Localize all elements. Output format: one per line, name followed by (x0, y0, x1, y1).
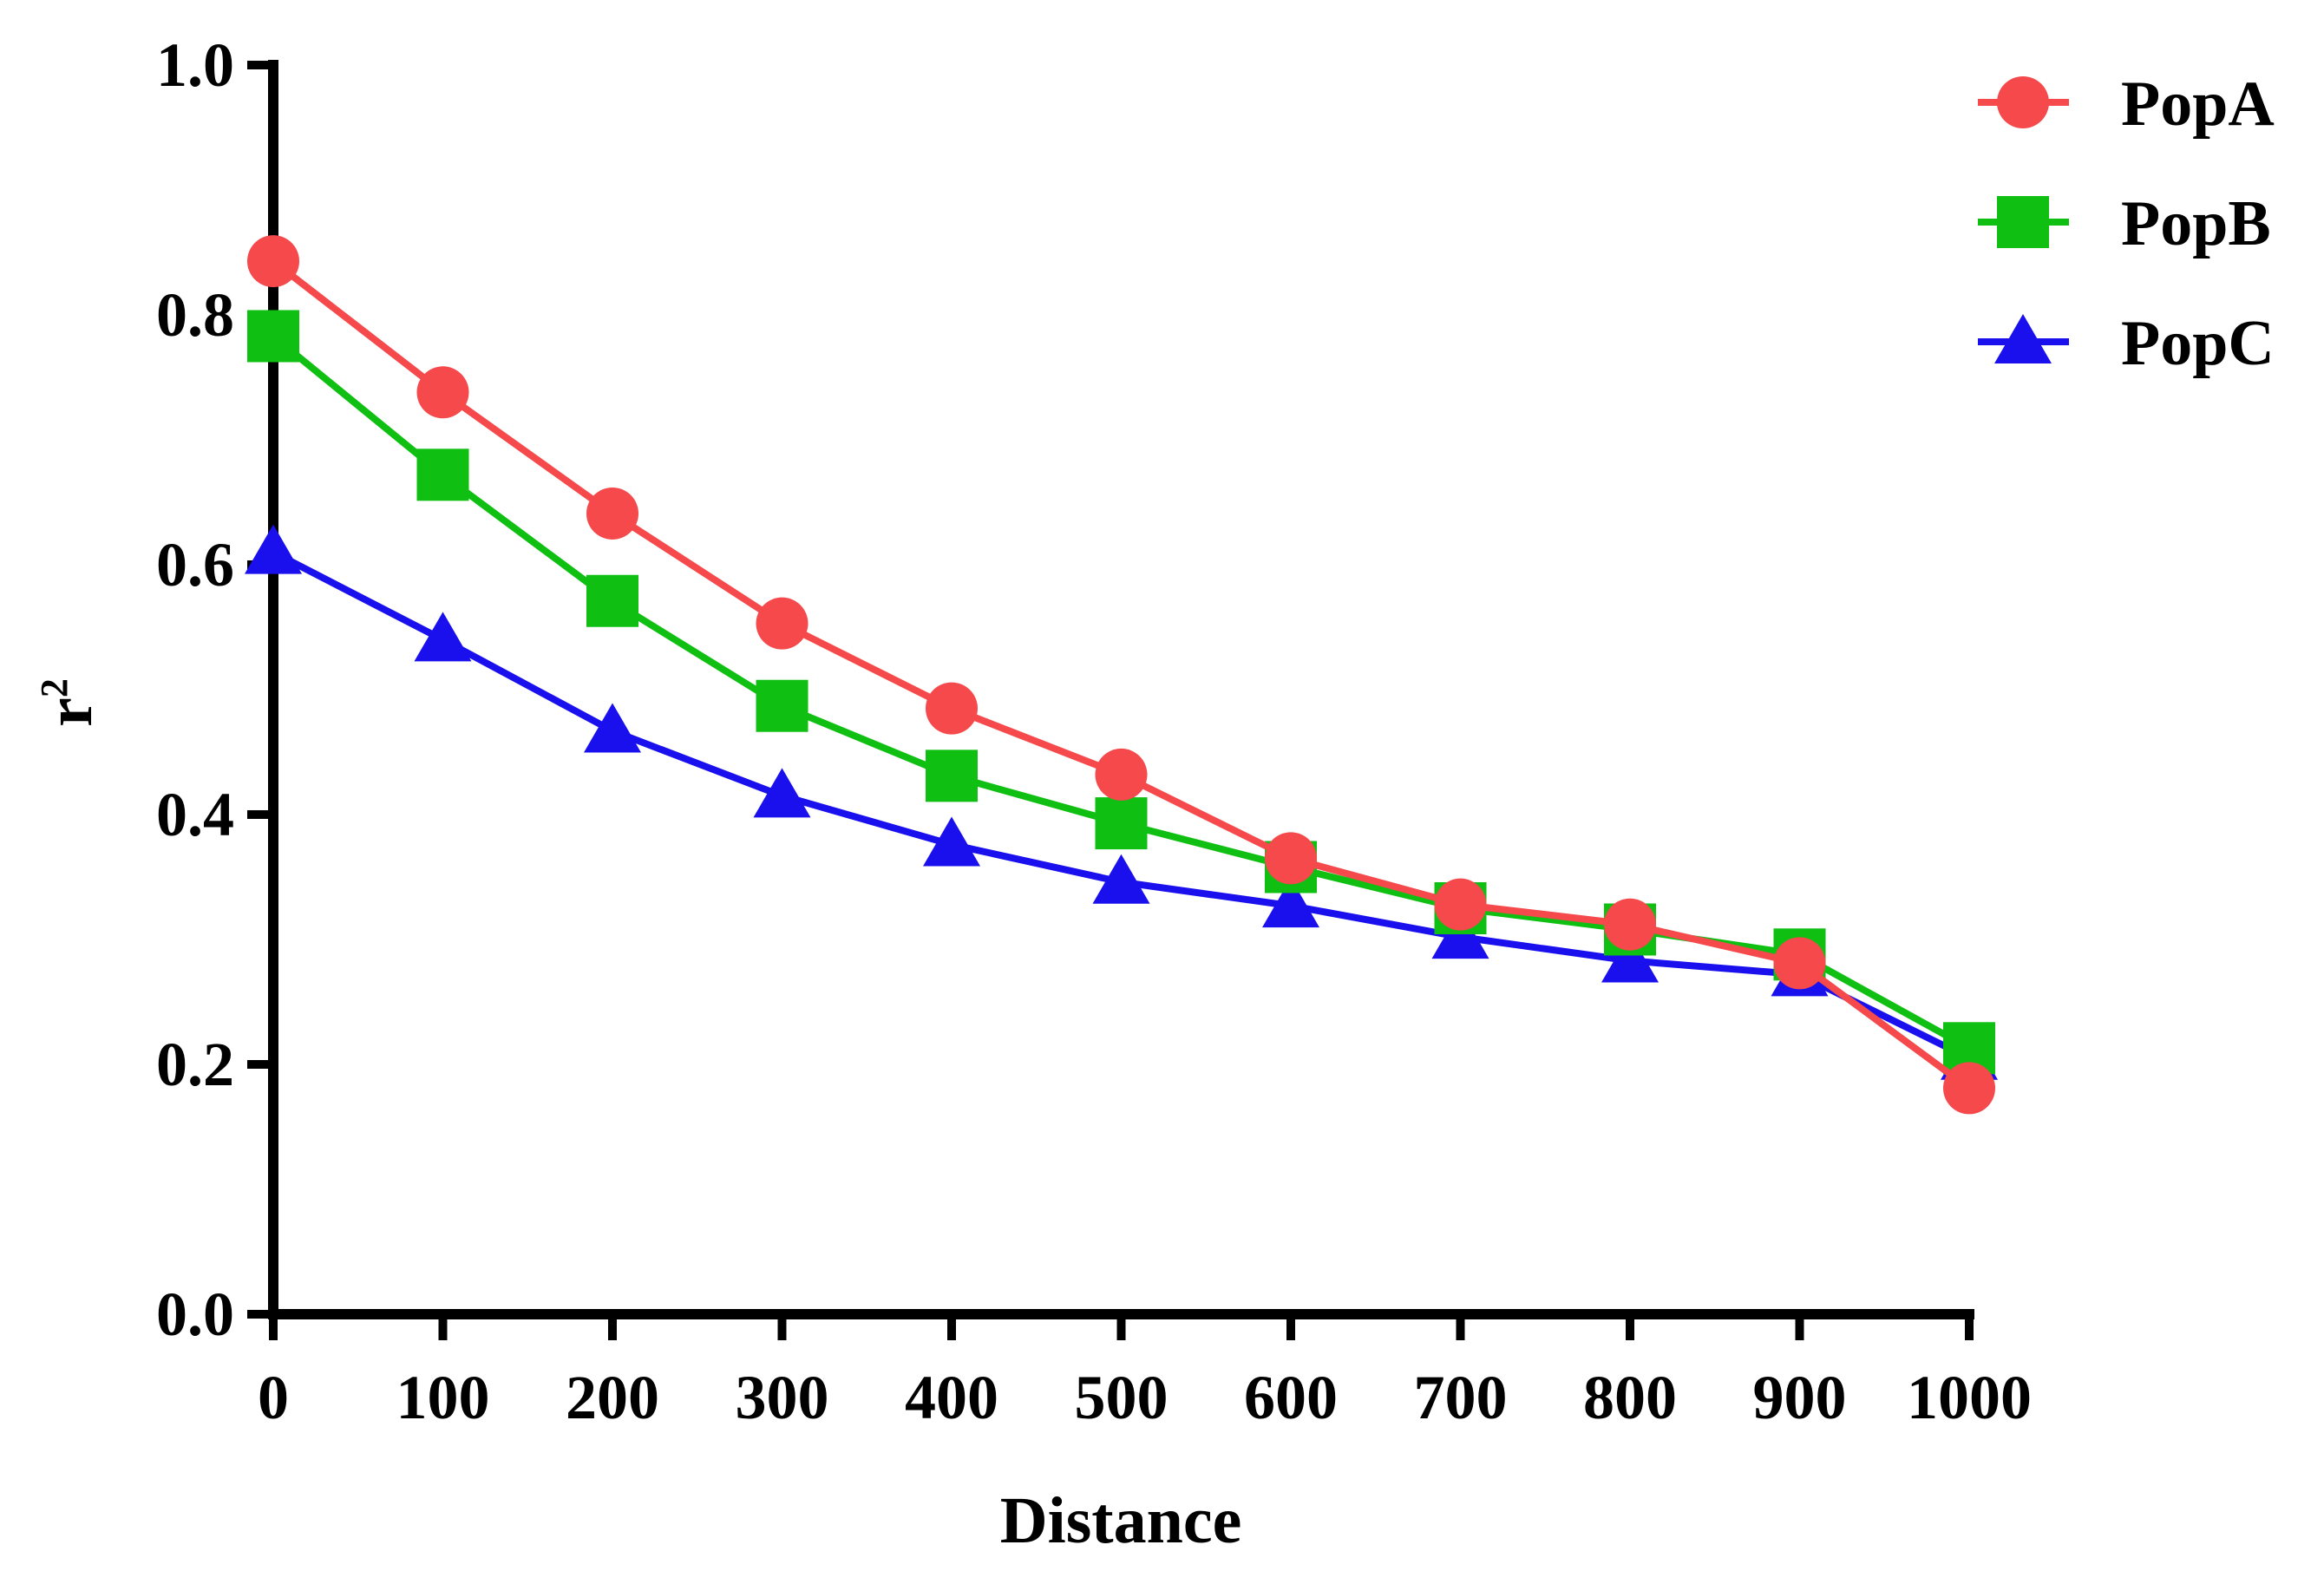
square-marker (247, 310, 299, 363)
circle-marker (247, 235, 299, 288)
y-tick-label: 0.2 (156, 1030, 234, 1099)
legend-triangle-marker (1994, 314, 2052, 363)
triangle-marker (1262, 878, 1319, 928)
x-ticks: 0 100 200 300 400 500 600 700 800 900 1000 (258, 1314, 2032, 1432)
x-tick-label: 400 (905, 1363, 998, 1432)
circle-marker (416, 366, 469, 419)
y-axis-title-sup: 2 (33, 678, 75, 697)
square-marker (586, 574, 638, 627)
legend-label: PopA (2121, 69, 2275, 140)
circle-marker (586, 487, 638, 540)
legend-label: PopC (2121, 308, 2275, 379)
y-axis-title-base: r (33, 697, 106, 727)
circle-marker (1434, 878, 1487, 931)
y-tick-label: 0.8 (156, 280, 234, 350)
series-PopA (247, 235, 1995, 1115)
circle-marker (1773, 937, 1826, 990)
x-axis-title: Distance (1000, 1484, 1242, 1557)
square-marker (756, 679, 808, 732)
x-tick-label: 1000 (1907, 1363, 2032, 1432)
circle-marker (756, 597, 808, 650)
y-tick-label: 1.0 (156, 30, 234, 100)
y-tick-label: 0.0 (156, 1280, 234, 1349)
triangle-marker (414, 612, 472, 662)
series-line (271, 258, 1972, 1091)
triangle-marker (1092, 854, 1150, 904)
square-marker (926, 749, 978, 802)
triangle-marker (1601, 933, 1659, 983)
x-tick-label: 200 (566, 1363, 659, 1432)
series-layer (245, 235, 1998, 1115)
legend-label: PopB (2121, 188, 2271, 259)
x-tick-label: 300 (736, 1363, 829, 1432)
triangle-marker (584, 703, 641, 753)
axes (268, 60, 1974, 1319)
y-tick-label: 0.6 (156, 530, 234, 599)
circle-marker (1265, 832, 1317, 885)
legend-item-PopC: PopC (1978, 308, 2275, 379)
legend-item-PopB: PopB (1978, 188, 2271, 259)
legend-item-PopA: PopA (1978, 69, 2275, 140)
circle-marker (926, 682, 978, 735)
y-tick-label: 0.4 (156, 780, 234, 849)
square-marker (416, 448, 469, 501)
legend-square-marker (1997, 196, 2049, 248)
x-tick-label: 600 (1244, 1363, 1338, 1432)
y-ticks: 0.0 0.2 0.4 0.6 0.8 1.0 (156, 30, 273, 1349)
square-marker (1095, 797, 1148, 850)
legend-circle-marker (1997, 76, 2049, 128)
series-PopB (247, 310, 1995, 1075)
circle-marker (1095, 748, 1148, 801)
y-axis-title: r2 (33, 678, 106, 727)
circle-marker (1604, 898, 1656, 951)
triangle-marker (245, 524, 302, 574)
legend: PopA PopB PopC (1978, 69, 2275, 379)
x-tick-label: 0 (258, 1363, 289, 1432)
x-tick-label: 700 (1414, 1363, 1508, 1432)
x-tick-label: 100 (396, 1363, 490, 1432)
x-tick-label: 500 (1075, 1363, 1169, 1432)
x-tick-label: 800 (1583, 1363, 1677, 1432)
triangle-marker (923, 816, 980, 867)
x-tick-label: 900 (1753, 1363, 1847, 1432)
triangle-marker (753, 768, 811, 818)
circle-marker (1943, 1062, 1995, 1115)
